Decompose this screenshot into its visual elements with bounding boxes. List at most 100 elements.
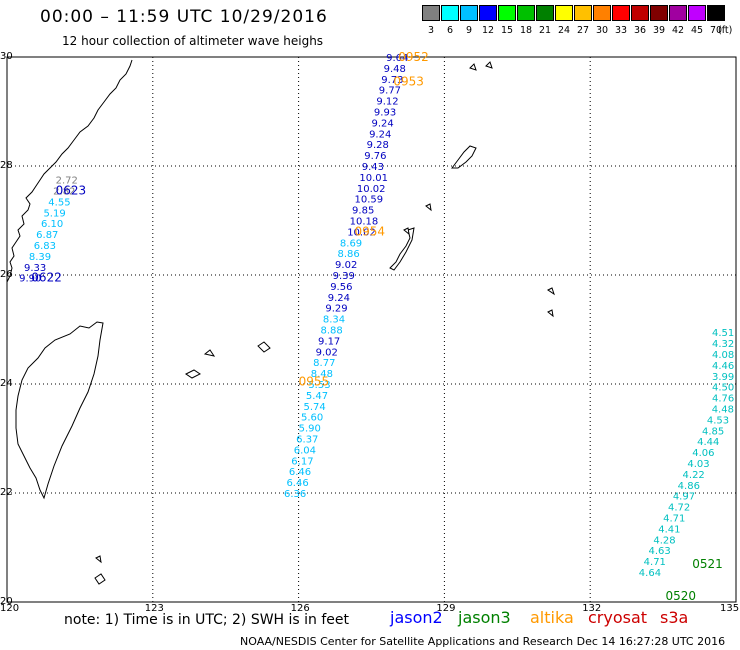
- wave-height-label: 6.04: [294, 445, 316, 456]
- pass-time-label: 0954: [354, 224, 385, 238]
- wave-height-label: 9.33: [24, 263, 46, 274]
- wave-height-label: 9.29: [325, 304, 347, 315]
- wave-height-label: 2.82: [53, 187, 75, 198]
- wave-height-label: 6.36: [284, 489, 306, 500]
- satellite-jason2: jason2: [390, 608, 443, 627]
- islet-a: [94, 573, 106, 585]
- wave-height-label: 4.22: [683, 470, 705, 481]
- wave-height-label: 6.37: [296, 435, 318, 446]
- islet-c: [547, 287, 555, 296]
- wave-height-label: 4.71: [663, 514, 685, 525]
- wave-height-label: 4.85: [702, 426, 724, 437]
- wave-height-label: 4.71: [644, 557, 666, 568]
- map-subtitle: 12 hour collection of altimeter wave hei…: [62, 34, 324, 48]
- colorbar-label: 39: [652, 25, 666, 36]
- lat-tick-label: 28: [0, 160, 13, 171]
- wave-height-label: 4.76: [712, 394, 734, 405]
- wave-height-label: 8.86: [337, 249, 359, 260]
- wave-height-label: 4.51: [712, 328, 734, 339]
- wave-height-label: 9.43: [362, 162, 384, 173]
- colorbar-swatch: [536, 5, 554, 21]
- map-title: 00:00 – 11:59 UTC 10/29/2016: [40, 7, 328, 27]
- lon-tick-label: 120: [0, 603, 20, 614]
- colorbar-label: 12: [481, 25, 495, 36]
- wave-height-label: 4.32: [712, 339, 734, 350]
- wave-height-label: 9.85: [352, 206, 374, 217]
- graticule: [6, 56, 737, 603]
- colorbar-swatch: [612, 5, 630, 21]
- lat-tick-label: 26: [0, 269, 13, 280]
- footer-note: note: 1) Time is in UTC; 2) SWH is in fe…: [64, 612, 350, 628]
- wave-height-label: 6.10: [41, 219, 63, 230]
- footer-credit: NOAA/NESDIS Center for Satellite Applica…: [240, 635, 726, 648]
- wave-height-label: 4.63: [649, 546, 671, 557]
- wave-height-label: 4.55: [48, 197, 70, 208]
- lon-tick-label: 132: [582, 603, 602, 614]
- wave-height-label: 5.19: [43, 208, 65, 219]
- lat-tick-label: 30: [0, 51, 13, 62]
- satellite-jason3: jason3: [458, 608, 511, 627]
- wave-height-label: 4.64: [639, 568, 661, 579]
- wave-height-label: 8.34: [323, 315, 345, 326]
- wave-height-label: 4.72: [668, 503, 690, 514]
- colorbar-swatch: [498, 5, 516, 21]
- wave-height-label: 4.06: [692, 448, 714, 459]
- yaeyama-islet: [203, 349, 216, 357]
- colorbar-swatch: [574, 5, 592, 21]
- taiwan-landmass: [15, 321, 104, 500]
- wave-height-label: 9.12: [376, 97, 398, 108]
- colorbar-swatch: [555, 5, 573, 21]
- colorbar-swatch: [517, 5, 535, 21]
- wave-height-label: 4.50: [712, 383, 734, 394]
- wave-height-label: 5.60: [301, 413, 323, 424]
- colorbar-label: 6: [446, 25, 454, 36]
- colorbar-label: 42: [671, 25, 685, 36]
- wave-height-label: 3.99: [712, 372, 734, 383]
- wave-height-label: 4.46: [712, 361, 734, 372]
- satellite-s3a: s3a: [660, 608, 689, 627]
- wave-height-label: 4.03: [687, 459, 709, 470]
- wave-height-label: 8.88: [320, 326, 342, 337]
- wave-height-label: 4.28: [653, 535, 675, 546]
- colorbar-label: 33: [614, 25, 628, 36]
- wave-height-label: 6.87: [36, 230, 58, 241]
- islet-b: [95, 555, 102, 564]
- wave-height-label: 9.77: [379, 86, 401, 97]
- islet-h: [547, 309, 554, 318]
- altimeter-tracks: 2.722.824.555.196.106.876.838.399.339.90…: [19, 50, 734, 603]
- ishigaki-island: [257, 341, 271, 353]
- wave-height-label: 9.02: [335, 260, 357, 271]
- pass-time-label: 0521: [692, 557, 723, 571]
- pass-time-label: 0952: [398, 50, 429, 64]
- wave-height-label: 9.93: [374, 108, 396, 119]
- wave-height-label: 6.46: [286, 478, 308, 489]
- lat-tick-label: 20: [0, 596, 13, 607]
- wave-height-label: 5.74: [303, 402, 325, 413]
- colorbar-swatch: [707, 5, 725, 21]
- lat-tick-label: 24: [0, 378, 13, 389]
- colorbar-label: 27: [576, 25, 590, 36]
- colorbar-swatch: [460, 5, 478, 21]
- wave-height-label: 5.47: [306, 391, 328, 402]
- islet-g: [403, 227, 410, 236]
- wave-height-label: 9.24: [369, 129, 391, 140]
- pass-time-label: 0955: [299, 374, 330, 388]
- pass-time-label: 0623: [56, 184, 87, 198]
- china-coastline: [6, 59, 133, 283]
- colorbar-label: 18: [519, 25, 533, 36]
- colorbar-label: 70: [709, 25, 723, 36]
- wave-height-label: 10.59: [354, 195, 383, 206]
- colorbar-label: 3: [427, 25, 435, 36]
- wave-height-label: 9.02: [316, 347, 338, 358]
- islet-e: [469, 63, 477, 71]
- colorbar-label: 24: [557, 25, 571, 36]
- wave-height-label: 9.90: [19, 274, 41, 285]
- colorbar-swatch: [479, 5, 497, 21]
- lon-tick-label: 135: [720, 603, 740, 614]
- miyako-island: [185, 369, 201, 379]
- wave-height-label: 5.53: [308, 380, 330, 391]
- wave-height-label: 9.39: [333, 271, 355, 282]
- colorbar-label: 15: [500, 25, 514, 36]
